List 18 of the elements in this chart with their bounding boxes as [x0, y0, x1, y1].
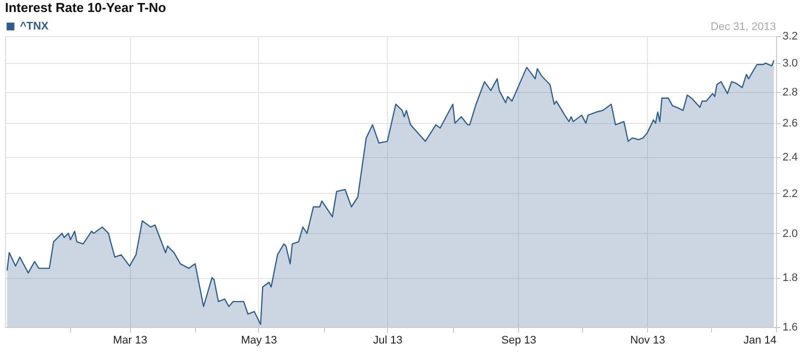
- y-tick-label: 1.6: [782, 322, 798, 334]
- x-tick-label: Mar 13: [113, 334, 148, 346]
- y-tick-label: 2.0: [782, 228, 798, 240]
- y-tick-label: 2.6: [782, 118, 798, 130]
- y-tick-label: 2.4: [782, 151, 798, 164]
- y-tick-label: 3.0: [782, 58, 798, 70]
- y-tick-label: 2.8: [782, 86, 798, 99]
- x-tick-label: Jul 13: [373, 334, 403, 346]
- y-tick-label: 1.8: [782, 272, 798, 284]
- x-tick-label: May 13: [240, 334, 278, 346]
- x-tick-label: Jan 14: [743, 334, 776, 346]
- text: Dec 31, 2013: [710, 21, 776, 33]
- legend-label: ^TNX: [20, 20, 50, 32]
- x-tick-label: Nov 13: [630, 334, 666, 346]
- y-tick-label: 3.2: [782, 30, 798, 42]
- y-tick-label: 2.2: [782, 188, 798, 200]
- x-tick-label: Sep 13: [501, 334, 536, 346]
- chart-title: Interest Rate 10-Year T-No: [5, 0, 166, 15]
